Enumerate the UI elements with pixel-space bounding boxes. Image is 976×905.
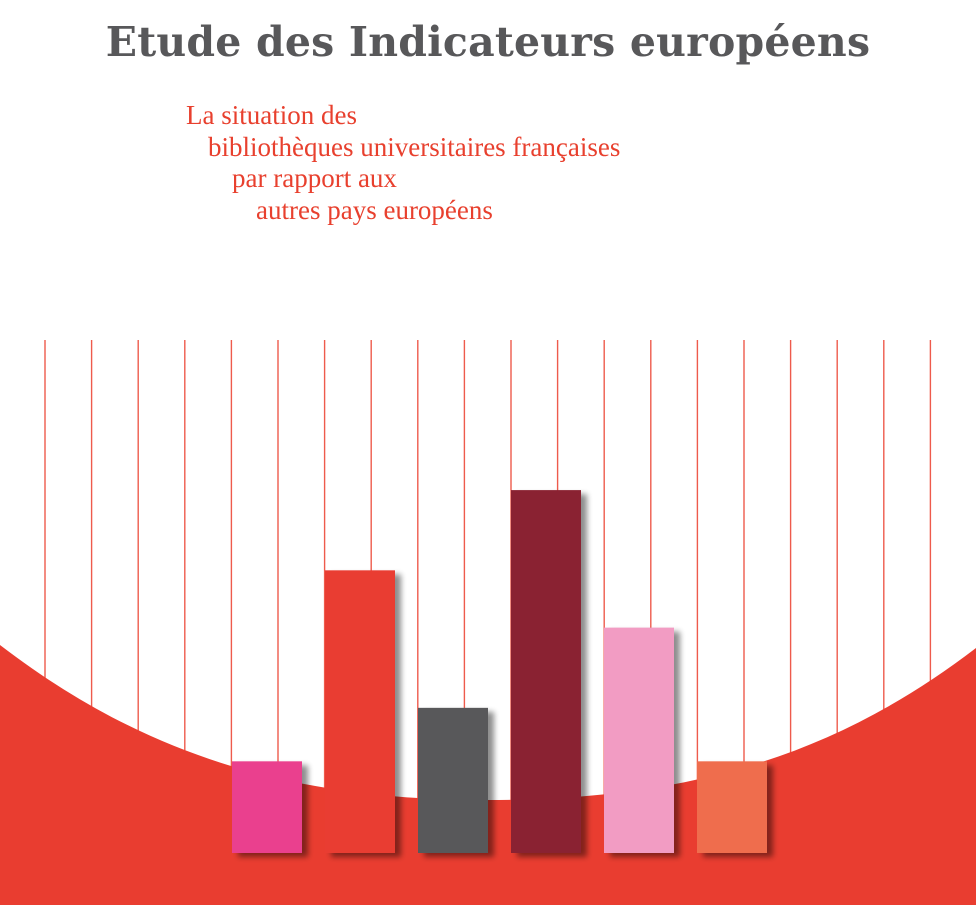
cover-subtitle: La situation des bibliothèques universit… [186,100,620,226]
subtitle-line-2: bibliothèques universitaires françaises [208,131,621,162]
decorative-bar [232,761,302,853]
decorative-bar [418,707,488,853]
decorative-bar [697,761,767,853]
subtitle-line-4: autres pays européens [256,194,493,225]
subtitle-line-3: par rapport aux [232,163,397,193]
decorative-bar [511,490,581,853]
decorative-bar [604,627,674,853]
decorative-bar [325,570,395,853]
subtitle-line-1: La situation des [186,100,357,130]
decorative-bars [232,490,767,853]
cover-title: Etude des Indicateurs européens [105,18,871,66]
